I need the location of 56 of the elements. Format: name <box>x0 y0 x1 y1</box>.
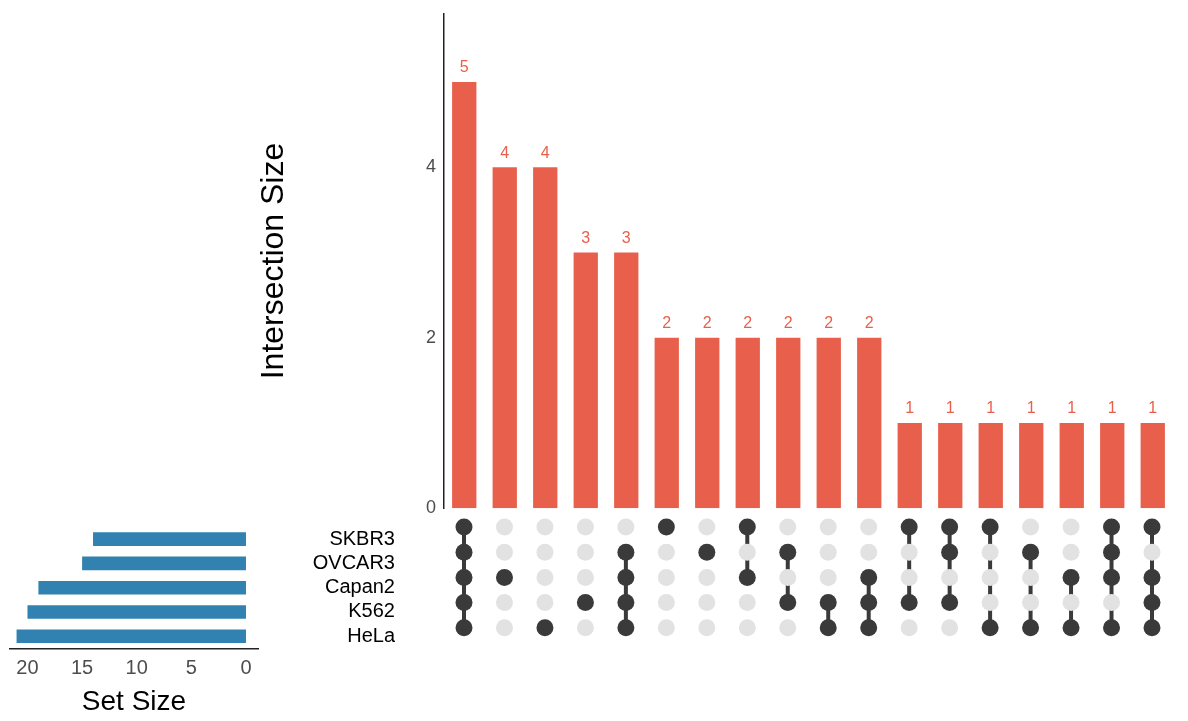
bar <box>452 81 477 509</box>
data-label: 3 <box>621 228 631 246</box>
bar <box>857 337 882 509</box>
bar <box>533 167 558 509</box>
data-label: 1 <box>1148 399 1158 417</box>
data-label: 4 <box>500 143 510 161</box>
y-tick-label: 0 <box>425 497 436 518</box>
bar <box>1140 422 1165 509</box>
bar <box>1019 422 1044 509</box>
data-label: 4 <box>540 143 550 161</box>
data-label: 1 <box>1067 399 1077 417</box>
bar <box>573 252 598 509</box>
y-tick-label: SKBR3 <box>329 526 395 549</box>
x-tick-label: 5 <box>185 655 197 678</box>
bar <box>897 422 922 509</box>
y-tick-label: K562 <box>348 599 395 622</box>
bar <box>93 532 246 546</box>
y-axis-title: Intersection Size <box>254 142 291 380</box>
x-tick-label: 20 <box>16 655 39 678</box>
x-tick-label: 15 <box>70 655 94 678</box>
bar <box>1059 422 1084 509</box>
data-label: 2 <box>702 314 712 332</box>
data-label: 1 <box>945 399 955 417</box>
bar <box>492 167 517 509</box>
data-label: 2 <box>783 314 793 332</box>
y-tick-label: Capan2 <box>324 575 395 598</box>
bar <box>776 337 801 509</box>
data-label: 2 <box>864 314 874 332</box>
data-label: 3 <box>581 228 591 246</box>
bar <box>27 605 246 619</box>
bar <box>938 422 963 509</box>
data-label: 1 <box>905 399 915 417</box>
data-label: 2 <box>743 314 753 332</box>
y-tick-label: OVCAR3 <box>312 550 395 573</box>
data-label: 2 <box>824 314 834 332</box>
data-label: 1 <box>986 399 996 417</box>
data-label: 1 <box>1026 399 1036 417</box>
y-tick-label: HeLa <box>347 623 396 646</box>
bar <box>816 337 841 509</box>
bar <box>82 556 246 571</box>
x-tick-label: 10 <box>125 655 148 678</box>
bar <box>38 580 246 595</box>
data-label: 5 <box>459 58 469 76</box>
bar <box>16 629 246 644</box>
bar <box>654 337 679 509</box>
bar <box>614 252 639 509</box>
bar <box>978 422 1003 509</box>
data-label: 2 <box>662 314 672 332</box>
bar <box>1100 422 1125 509</box>
bar <box>735 337 760 509</box>
y-tick-label: 2 <box>425 326 436 347</box>
x-axis-title: Set Size <box>81 684 187 716</box>
x-tick-label: 0 <box>240 655 252 678</box>
bar <box>695 337 720 509</box>
y-tick-label: 4 <box>425 156 436 177</box>
data-label: 1 <box>1107 399 1117 417</box>
